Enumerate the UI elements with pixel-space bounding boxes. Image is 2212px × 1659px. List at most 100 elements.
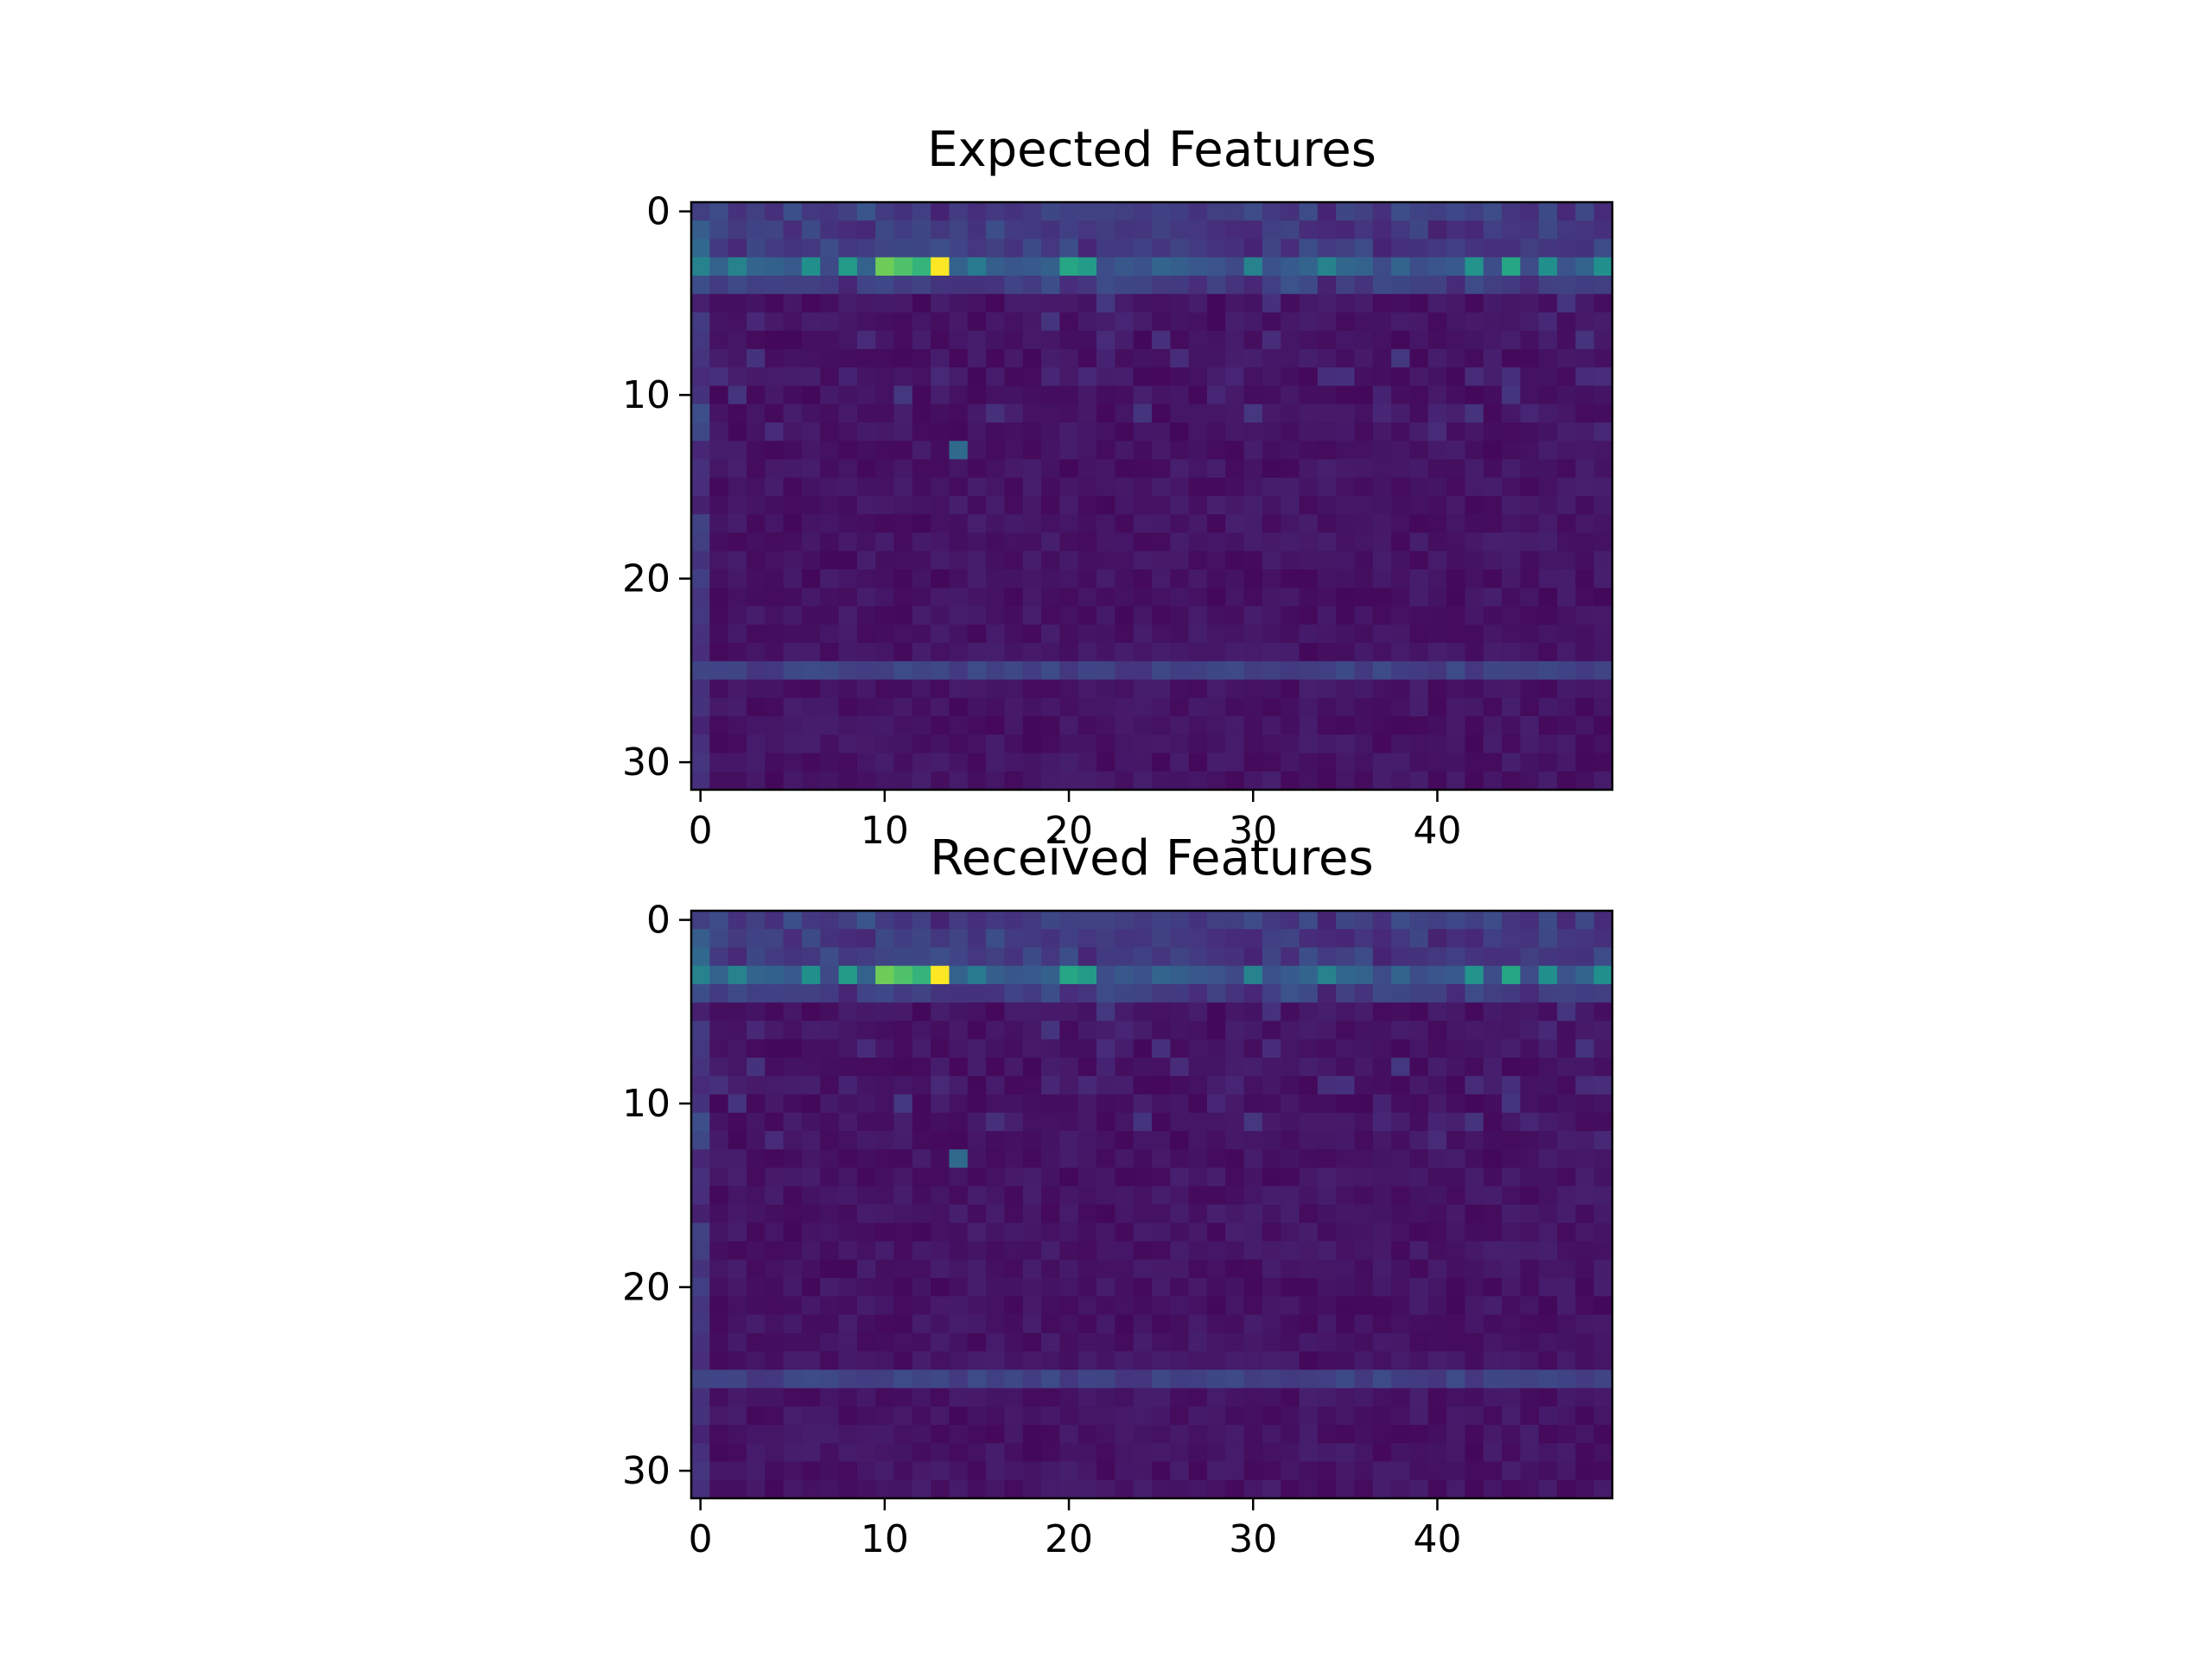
heatmap-cell [1225, 588, 1245, 607]
heatmap-cell [1243, 367, 1263, 387]
heatmap-cell [1483, 1058, 1503, 1077]
heatmap-cell [949, 1223, 969, 1243]
heatmap-cell [1372, 459, 1392, 479]
heatmap-cell [838, 1020, 858, 1040]
heatmap-cell [1520, 294, 1540, 314]
heatmap-cell [912, 514, 931, 534]
heatmap-cell [1059, 1351, 1079, 1370]
heatmap-cell [1206, 496, 1226, 515]
heatmap-cell [1188, 1002, 1208, 1022]
heatmap-cell [1096, 550, 1116, 570]
heatmap-cell [1427, 496, 1447, 515]
heatmap-cell [1115, 1076, 1135, 1096]
heatmap-cell [1188, 550, 1208, 570]
heatmap-cell [1446, 477, 1466, 497]
heatmap-cell [893, 624, 913, 644]
heatmap-cell [1483, 947, 1503, 967]
heatmap-cell [1170, 1443, 1190, 1463]
heatmap-cell [801, 734, 821, 754]
heatmap-cell [1409, 404, 1429, 423]
heatmap-cell [1391, 569, 1411, 588]
heatmap-cell [1538, 588, 1558, 607]
heatmap-cell [1409, 1259, 1429, 1279]
heatmap-cell [1004, 984, 1024, 1003]
heatmap-cell [1593, 1149, 1613, 1169]
heatmap-cell [1281, 1351, 1300, 1370]
heatmap-cell [1372, 679, 1392, 699]
heatmap-cell [838, 459, 858, 479]
heatmap-cell [1372, 496, 1392, 515]
heatmap-cell [783, 1278, 803, 1297]
heatmap-cell [1557, 1461, 1576, 1481]
heatmap-cell [1465, 929, 1484, 949]
heatmap-cell [875, 679, 895, 699]
heatmap-cell [1077, 1351, 1097, 1370]
heatmap-cell [1281, 385, 1300, 405]
heatmap-cell [1372, 1443, 1392, 1463]
heatmap-cell [1225, 984, 1245, 1003]
heatmap-cell [967, 1314, 987, 1334]
heatmap-cell [1446, 202, 1466, 221]
heatmap-cell [820, 1149, 840, 1169]
heatmap-cell [1041, 1296, 1060, 1316]
heatmap-cell [1243, 1185, 1263, 1205]
heatmap-cell [1077, 404, 1097, 423]
heatmap-cell [1446, 1223, 1466, 1243]
heatmap-cell [1354, 771, 1374, 791]
heatmap-cell [838, 441, 858, 461]
heatmap-cell [1317, 1332, 1337, 1352]
heatmap-cell [1336, 1094, 1356, 1114]
heatmap-cell [1206, 1131, 1226, 1150]
heatmap-cell [820, 312, 840, 332]
heatmap-cell [1206, 1205, 1226, 1224]
heatmap-cell [1299, 1131, 1319, 1150]
heatmap-cell [1077, 220, 1097, 240]
heatmap-cell [1538, 1351, 1558, 1370]
heatmap-cell [728, 1058, 747, 1077]
heatmap-cell [967, 1461, 987, 1481]
heatmap-cell [1299, 965, 1319, 985]
heatmap-cell [1354, 1076, 1374, 1096]
heatmap-cell [1593, 477, 1613, 497]
heatmap-cell [856, 477, 876, 497]
heatmap-cell [1336, 1351, 1356, 1370]
heatmap-cell [1502, 1167, 1521, 1187]
heatmap-cell [1520, 496, 1540, 515]
heatmap-cell [1446, 1296, 1466, 1316]
heatmap-cell [1041, 1167, 1060, 1187]
heatmap-cell [765, 1205, 785, 1224]
heatmap-cell [1354, 1002, 1374, 1022]
heatmap-cell [1317, 679, 1337, 699]
heatmap-cell [1427, 220, 1447, 240]
heatmap-cell [1022, 569, 1042, 588]
heatmap-cell [893, 1076, 913, 1096]
heatmap-cell [1041, 1039, 1060, 1058]
heatmap-cell [1372, 1388, 1392, 1408]
heatmap-cell [1115, 514, 1135, 534]
heatmap-cell [709, 1370, 729, 1389]
heatmap-cell [1593, 312, 1613, 332]
heatmap-cell [801, 984, 821, 1003]
heatmap-cell [1059, 423, 1079, 442]
heatmap-cell [1427, 1332, 1447, 1352]
heatmap-cell [1557, 441, 1576, 461]
heatmap-cell [931, 1020, 950, 1040]
heatmap-cell [1557, 1167, 1576, 1187]
heatmap-cell [1354, 697, 1374, 717]
heatmap-cell [875, 349, 895, 368]
heatmap-cell [1115, 423, 1135, 442]
heatmap-cell [765, 643, 785, 662]
heatmap-cell [1225, 514, 1245, 534]
heatmap-cell [691, 679, 710, 699]
heatmap-cell [765, 679, 785, 699]
heatmap-cell [1502, 514, 1521, 534]
heatmap-cells [691, 911, 1613, 1499]
heatmap-cell [709, 477, 729, 497]
heatmap-cell [1538, 1479, 1558, 1499]
heatmap-cell [1059, 1112, 1079, 1132]
heatmap-cell [1225, 1149, 1245, 1169]
heatmap-cell [1446, 929, 1466, 949]
heatmap-cell [1557, 238, 1576, 258]
heatmap-cell [728, 477, 747, 497]
heatmap-cell [1225, 643, 1245, 662]
